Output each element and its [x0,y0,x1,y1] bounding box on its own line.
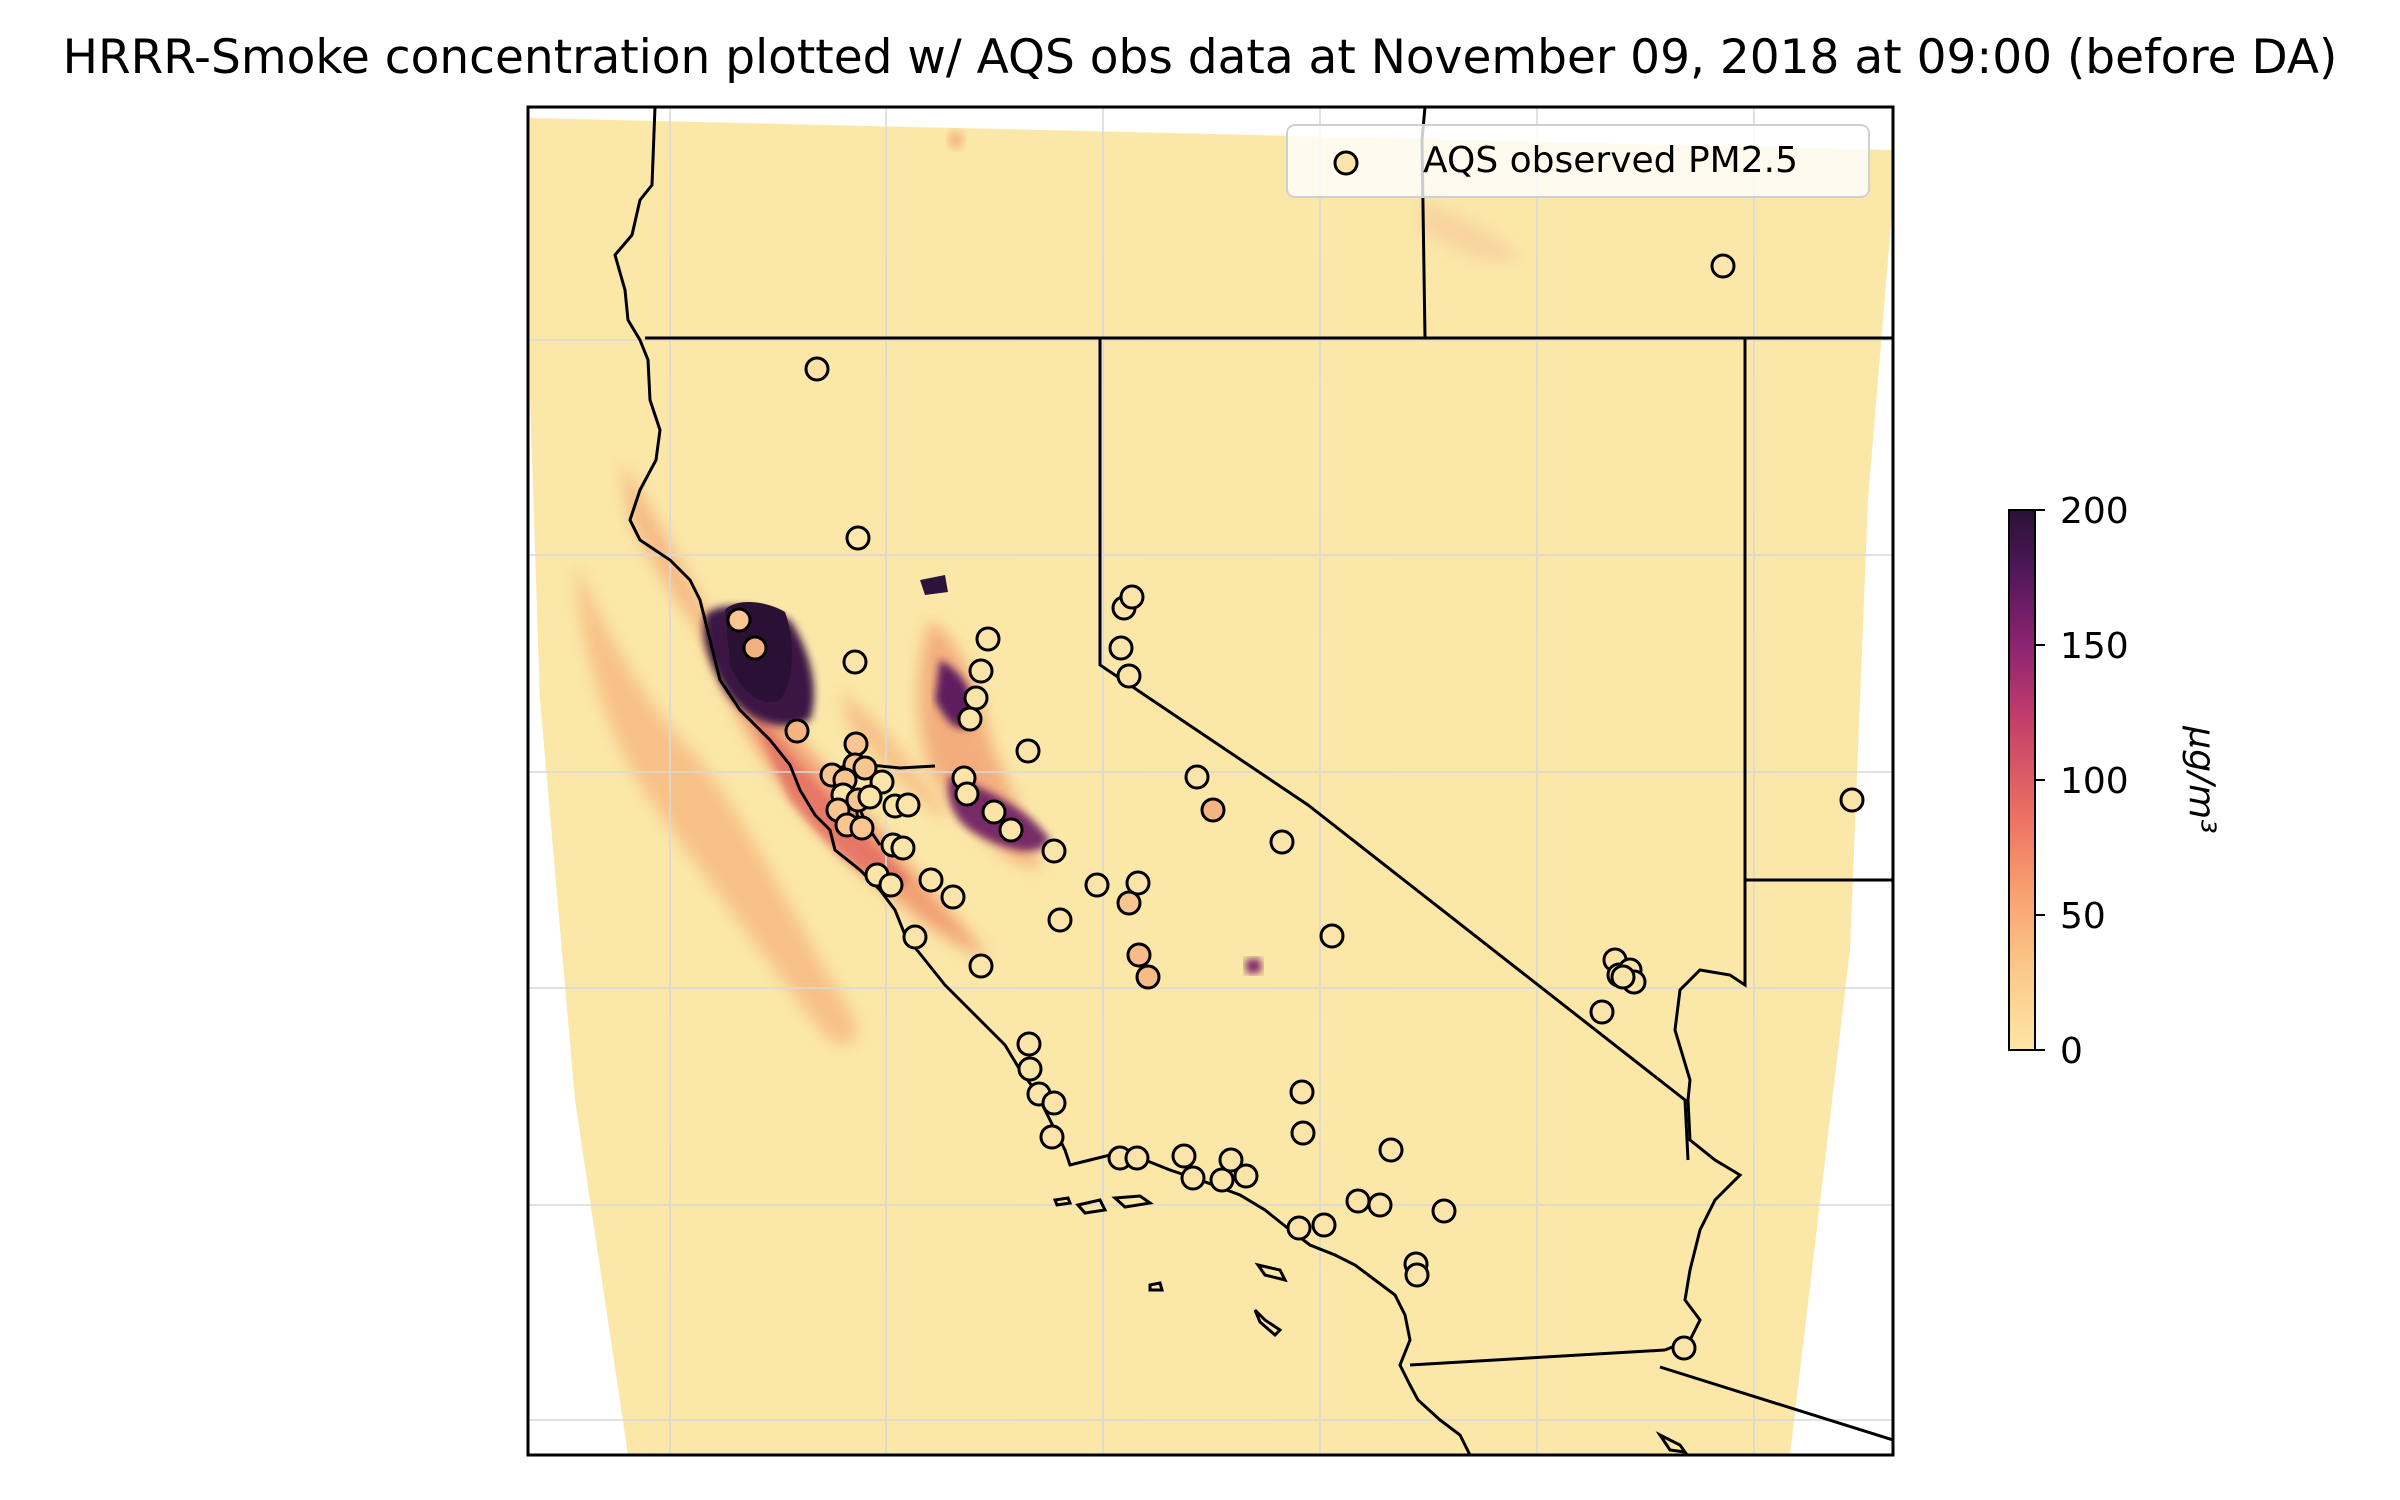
aqs-marker [1135,964,1161,990]
aqs-marker [1378,1137,1404,1163]
aqs-marker [1218,1147,1244,1173]
colorbar: 0 50 100 150 200 μg/m³ [2008,491,2222,1072]
coastline [613,107,1472,1455]
aqs-marker [852,755,878,781]
aqs-marker [1671,1335,1697,1361]
aqs-marker [957,706,983,732]
mexico-border [1409,1348,1666,1367]
nv-east-border [1664,338,1747,1352]
aqs-marker [1269,829,1295,855]
aqs-marker [963,685,989,711]
aqs-marker [1404,1262,1430,1288]
aqs-marker [843,731,869,757]
map-frame [526,105,1895,1457]
aqs-marker [1039,1124,1065,1150]
aqs-marker [975,626,1001,652]
colorbar-tick-label: 100 [2060,761,2129,802]
aqs-marker [998,817,1024,843]
legend-marker [1333,150,1359,176]
az-border [1659,1365,1893,1442]
aqs-marker [742,635,768,661]
aqs-marker [1171,1143,1197,1169]
aqs-marker [940,884,966,910]
aqs-marker [1345,1188,1371,1214]
aqs-marker [726,607,752,633]
aqs-marker [1016,1031,1042,1057]
aqs-marker [1116,890,1142,916]
aqs-marker [1209,1167,1235,1193]
aqs-marker [954,781,980,807]
aqs-marker [1184,764,1210,790]
aqs-marker [1108,635,1134,661]
aqs-marker [1126,942,1152,968]
aqs-marker [849,815,875,841]
aqs-marker [1710,253,1736,279]
smoke-field-domain [530,118,1893,1455]
aqs-marker [968,953,994,979]
aqs-marker [784,718,810,744]
colorbar-tick-label: 200 [2060,491,2129,532]
aqs-marker [842,649,868,675]
colorbar-ticks [2035,509,2045,1051]
aqs-marker [890,835,916,861]
aqs-marker [1047,907,1073,933]
aqs-marker [1041,1090,1067,1116]
aqs-marker [895,792,921,818]
aqs-marker [1839,787,1865,813]
aqs-marker [1367,1192,1393,1218]
channel-islands [1052,1194,1689,1454]
aqs-marker [1119,584,1145,610]
aqs-marker [968,658,994,684]
map-panel [528,107,1893,1455]
legend-label: AQS observed PM2.5 [1423,140,1798,181]
aqs-marker [1286,1215,1312,1241]
aqs-marker [1431,1198,1457,1224]
colorbar-gradient [2008,509,2036,1051]
colorbar-label: μg/m³ [2181,725,2222,833]
legend-box [1286,124,1870,198]
aqs-marker [845,525,871,551]
colorbar-tick-label: 50 [2060,896,2106,937]
aqs-marker [902,924,928,950]
aqs-marker [1180,1165,1206,1191]
aqs-marker [1116,663,1142,689]
chart-title: HRRR-Smoke concentration plotted w/ AQS … [62,30,2338,85]
aqs-marker [857,784,883,810]
aqs-marker [1589,999,1615,1025]
aqs-marker [918,867,944,893]
aqs-marker [1084,872,1110,898]
aqs-markers [726,253,1865,1361]
aqs-marker [1610,964,1636,990]
aqs-marker [1200,797,1226,823]
aqs-marker [1125,870,1151,896]
aqs-marker [1015,738,1041,764]
aqs-marker [1290,1120,1316,1146]
aqs-marker [1311,1212,1337,1238]
aqs-marker [1017,1056,1043,1082]
colorbar-tick-label: 150 [2060,626,2129,667]
aqs-marker [1041,838,1067,864]
aqs-marker [878,872,904,898]
aqs-marker [1319,923,1345,949]
aqs-marker [981,799,1007,825]
aqs-marker [804,356,830,382]
legend: AQS observed PM2.5 [1286,124,1870,198]
aqs-marker [1289,1079,1315,1105]
graticule [528,107,1893,1455]
colorbar-tick-label: 0 [2060,1031,2083,1072]
aqs-marker [1233,1163,1259,1189]
aqs-marker [1124,1145,1150,1171]
ca-nv-border [1098,338,1690,1161]
